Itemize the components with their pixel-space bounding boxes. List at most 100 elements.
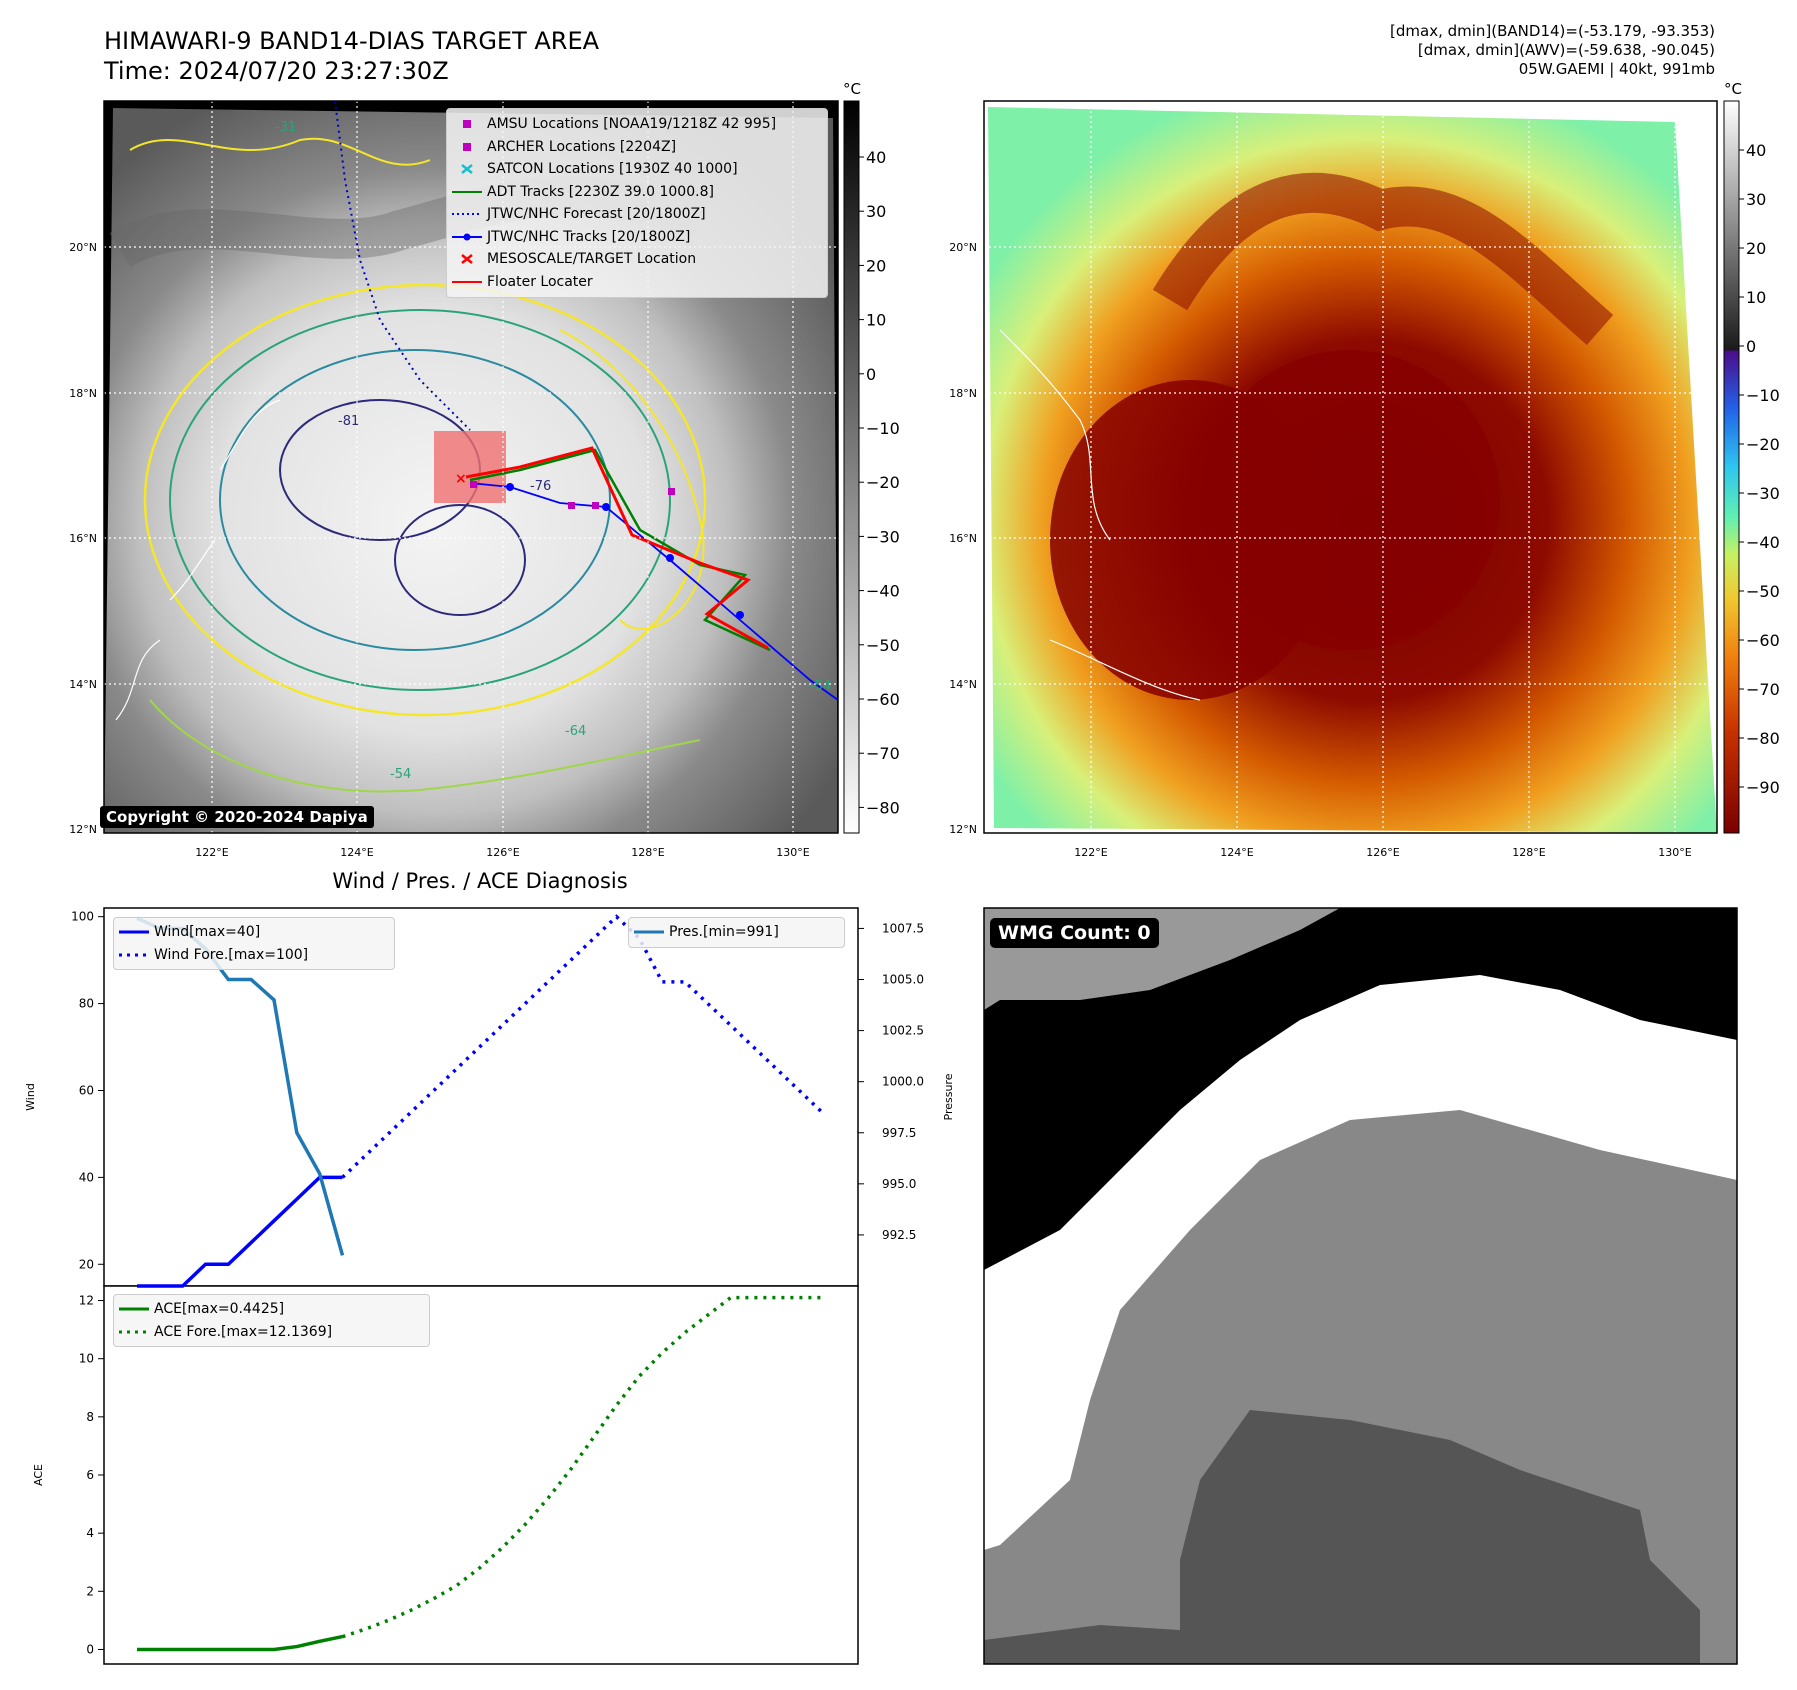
map-legend-item: JTWC/NHC Forecast [20/1800Z] [447,203,827,226]
ir-colorbar-tick: −20 [866,473,900,492]
ir-colorbar-tick: −30 [866,527,900,546]
awv-frame [983,100,1718,834]
legend-symbol-icon [447,142,487,152]
awv-colorbar [1723,100,1740,834]
pressure-axis-label: Pressure [942,1073,955,1120]
legend-symbol-icon [447,232,487,242]
map-legend-label: SATCON Locations [1930Z 40 1000] [487,161,738,178]
pressure-tick-label: 1002.5 [882,1024,924,1038]
map-legend-item: AMSU Locations [NOAA19/1218Z 42 995] [447,113,827,136]
awv-colorbar-tick: −30 [1746,484,1780,503]
ir-lat-tick: 14°N [69,678,97,691]
series-line [137,1175,343,1288]
map-axis-ticks: 20°N 20°N 18°N 18°N 16°N 16°N 14°N 14°N 12°N 12°N… [69,241,1692,859]
map-legend-label: JTWC/NHC Forecast [20/1800Z] [487,206,706,223]
awv-lat-tick: 16°N [949,532,977,545]
ace-forecast-legend-label: ACE Fore.[max=12.1369] [154,1323,333,1340]
ir-colorbar-tick: −10 [866,419,900,438]
ir-colorbar-tick: −80 [866,798,900,817]
ir-lon-tick: 122°E [195,846,228,859]
wmg-count-badge: WMG Count: 0 [990,918,1159,948]
awv-lon-tick: 122°E [1074,846,1107,859]
contour-label: -54 [390,767,411,782]
ace-tick-label: 6 [86,1468,94,1482]
awv-colorbar-tick: 10 [1746,288,1766,307]
contour-label: -64 [565,724,586,739]
pressure-tick-label: 1000.0 [882,1075,924,1089]
map-legend-item: JTWC/NHC Tracks [20/1800Z] [447,226,827,249]
awv-colorbar-tick: −50 [1746,582,1780,601]
ir-colorbar-tick: −50 [866,636,900,655]
map-legend-label: Floater Locater [487,273,593,290]
ace-legend: ACE[max=0.4425] ACE Fore.[max=12.1369] [113,1294,430,1347]
awv-colorbar-tick: −70 [1746,680,1780,699]
legend-symbol-icon [447,119,487,129]
map-legend: AMSU Locations [NOAA19/1218Z 42 995] ARCH… [446,108,828,298]
pressure-legend: Pres.[min=991] [628,917,845,948]
wind-tick-label: 20 [79,1257,94,1271]
awv-lon-tick: 128°E [1512,846,1545,859]
page-title: HIMAWARI-9 BAND14-DIAS TARGET AREA Time: … [104,27,600,85]
ir-colorbar-tick: 0 [866,365,876,384]
wind-forecast-legend-label: Wind Fore.[max=100] [154,946,309,963]
awv-colorbar-tick: −10 [1746,386,1780,405]
wind-tick-label: 80 [79,997,94,1011]
wmg-panel [983,907,1738,1665]
ace-tick-label: 12 [79,1294,94,1308]
map-legend-item: SATCON Locations [1930Z 40 1000] [447,158,827,181]
wind-pressure-plot: 20 40 60 80 100 992.5 995.0 997.5 1000.0 1002.5 10… [71,910,924,1288]
wind-legend-label: Wind[max=40] [154,924,261,941]
pressure-tick-label: 1005.0 [882,973,924,987]
diagnosis-title: Wind / Pres. / ACE Diagnosis [332,869,627,893]
ace-tick-label: 8 [86,1410,94,1424]
series-line [137,1634,343,1652]
awv-colorbar-tick: −40 [1746,533,1780,552]
contour-label: -81 [338,414,359,429]
ir-lon-tick: 126°E [486,846,519,859]
ace-tick-label: 0 [86,1642,94,1656]
awv-lat-tick: 14°N [949,678,977,691]
awv-lat-tick: 12°N [949,823,977,836]
awv-lon-tick: 130°E [1658,846,1691,859]
legend-symbol-icon [447,187,487,197]
contour-label: -76 [530,479,551,494]
awv-colorbar-tick: −20 [1746,435,1780,454]
ir-colorbar-tick: 40 [866,148,886,167]
ir-lat-tick: 16°N [69,532,97,545]
pressure-tick-label: 997.5 [882,1126,916,1140]
ir-lon-tick: 128°E [631,846,664,859]
series-line [341,914,824,1179]
ir-lon-tick: 130°E [776,846,809,859]
awv-colorbar-tick: 20 [1746,239,1766,258]
awv-lat-tick: 20°N [949,241,977,254]
map-legend-label: JTWC/NHC Tracks [20/1800Z] [487,228,691,245]
ir-colorbar-tick: −60 [866,690,900,709]
legend-symbol-icon [447,277,487,287]
legend-symbol-icon [447,253,487,265]
wind-tick-label: 100 [71,910,94,924]
map-legend-label: AMSU Locations [NOAA19/1218Z 42 995] [487,116,777,133]
wind-legend: Wind[max=40] Wind Fore.[max=100] [113,917,395,970]
awv-lat-tick: 18°N [949,387,977,400]
ace-tick-label: 2 [86,1584,94,1598]
map-legend-label: ARCHER Locations [2204Z] [487,138,677,155]
ir-colorbar-ticks: 40 30 20 10 0 −10 −20 −30 −40 −50 −60 −70 −80 [859,148,900,817]
contour-label: -31 [275,120,296,135]
map-legend-label: MESOSCALE/TARGET Location [487,251,697,268]
ir-frame [103,100,839,834]
pressure-legend-label: Pres.[min=991] [669,924,779,941]
ir-lat-tick: 20°N [69,241,97,254]
ir-colorbar [843,100,860,834]
map-legend-item: MESOSCALE/TARGET Location [447,248,827,271]
awv-lon-tick: 126°E [1366,846,1399,859]
ir-colorbar-tick: 10 [866,311,886,330]
info-awv: [dmax, dmin](AWV)=(-59.638, -90.045) [1417,41,1715,59]
ace-axis-label: ACE [32,1464,45,1486]
awv-colorbar-ticks: 40 30 20 10 0 −10 −20 −30 −40 −50 −60 −70 −80 −90 [1739,141,1780,797]
ace-tick-label: 4 [86,1526,94,1540]
ir-colorbar-tick: −70 [866,744,900,763]
ace-tick-label: 10 [79,1352,94,1366]
awv-lon-tick: 124°E [1220,846,1253,859]
awv-colorbar-unit: °C [1724,80,1742,98]
awv-colorbar-tick: −80 [1746,729,1780,748]
